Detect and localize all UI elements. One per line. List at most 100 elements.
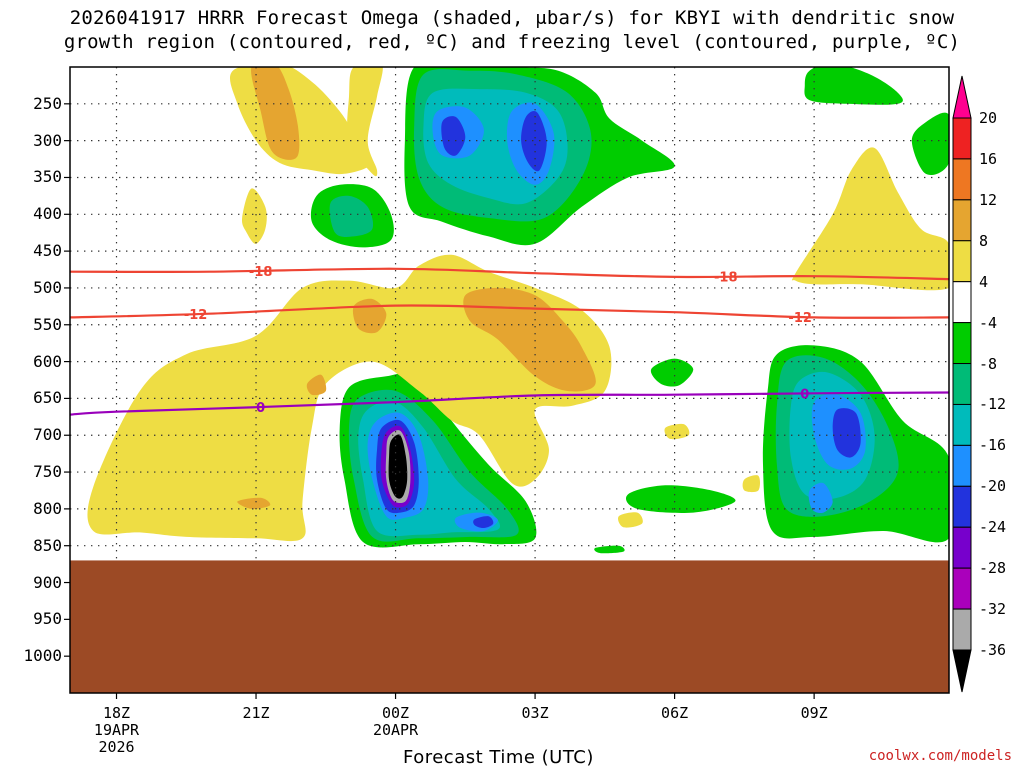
contour-label-dgz-bottom-0: -12	[184, 308, 208, 323]
y-tick-label-350: 350	[33, 167, 62, 187]
y-tick-label-600: 600	[33, 351, 62, 371]
colorbar-swatch-12	[952, 567, 972, 610]
omega-region-ascent-lower-secondary	[454, 512, 498, 532]
contour-label-dgz-bottom-1: -12	[788, 311, 812, 326]
x-tick-label-21Z: 21Z	[242, 704, 270, 722]
y-tick-label-700: 700	[33, 425, 62, 445]
ground-terrain	[70, 560, 949, 693]
colorbar-label-0: 20	[979, 109, 998, 127]
omega-region-ascent-right-upper	[804, 67, 949, 176]
colorbar-label-3: 8	[979, 231, 989, 250]
colorbar-label-10: -24	[979, 518, 1007, 537]
colorbar-swatch-7	[952, 363, 972, 405]
omega-contour-descent-mid-3	[237, 497, 271, 509]
y-tick-label-500: 500	[33, 277, 62, 297]
colorbar-label-6: -8	[979, 354, 998, 373]
omega-contour-descent-right-1	[664, 423, 690, 440]
x-tick-label-06Z: 06Z	[661, 704, 689, 722]
omega-contour-ascent-lower-secondary-1	[473, 516, 494, 529]
colorbar-label-1: 16	[979, 149, 998, 168]
omega-region-ascent-small-cells	[594, 358, 736, 554]
y-tick-label-900: 900	[33, 572, 62, 592]
contour-label-dgz-top-1: -18	[714, 271, 738, 286]
omega-region-descent-upper-left	[230, 67, 383, 177]
y-tick-label-850: 850	[33, 535, 62, 555]
y-tick-label-300: 300	[33, 130, 62, 150]
contour-line-freezing-level	[70, 391, 949, 416]
x-tick-label-03Z: 03Z	[521, 704, 549, 722]
omega-contour-ascent-mid-left-1	[329, 195, 374, 237]
omega-region-ascent-mid-left	[310, 184, 394, 248]
omega-region-descent-right	[618, 147, 949, 528]
contour-label-dgz-top-0: -18	[249, 265, 273, 280]
omega-contour-descent-upper-left-2	[347, 67, 383, 177]
omega-contour-ascent-right-upper-0	[804, 67, 903, 105]
omega-contour-ascent-small-cells-2	[594, 545, 625, 554]
colorbar-label-8: -16	[979, 436, 1007, 455]
colorbar-label-4: 4	[979, 272, 989, 291]
omega-contour-descent-mid-1	[463, 287, 596, 392]
y-tick-label-550: 550	[33, 314, 62, 334]
x-date-label-00Z: 20APR	[372, 721, 419, 739]
omega-contour-ascent-right-lower-4	[832, 408, 861, 458]
omega-region-ascent-lower-main	[339, 372, 537, 548]
colorbar-swatch-8	[952, 403, 972, 446]
contour-label-freezing-level-0: 0	[256, 401, 265, 416]
chart-title-line-1: 2026041917 HRRR Forecast Omega (shaded, …	[69, 7, 955, 29]
colorbar-label-2: 12	[979, 190, 998, 209]
colorbar-swatch-5	[952, 281, 972, 324]
colorbar-label-9: -20	[979, 477, 1007, 496]
colorbar-swatch-11	[952, 526, 972, 569]
colorbar-swatch-1	[952, 117, 972, 160]
colorbar-label-12: -32	[979, 600, 1007, 619]
site-credit-link[interactable]: coolwx.com/models	[868, 748, 1012, 764]
x-tick-label-18Z: 18Z	[102, 704, 131, 722]
omega-contour-ascent-right-lower-5	[808, 482, 833, 514]
x-tick-label-09Z: 09Z	[800, 704, 828, 722]
omega-contour-ascent-upper-main-5	[441, 116, 466, 156]
colorbar-top-arrow	[952, 75, 972, 119]
x-year-label-18Z: 2026	[98, 738, 135, 756]
plot-frame	[69, 66, 950, 694]
colorbar-swatch-13	[952, 608, 972, 651]
contour-line-dgz-bottom	[70, 304, 949, 319]
omega-contour-descent-right-0	[791, 147, 949, 291]
colorbar-swatch-9	[952, 444, 972, 487]
contour-dgz-bottom: -12 -12	[70, 304, 949, 326]
colorbar-label-13: -36	[979, 641, 1007, 659]
y-tick-label-250: 250	[33, 93, 62, 113]
y-tick-label-950: 950	[33, 609, 62, 629]
x-tick-label-00Z: 00Z	[382, 704, 410, 722]
colorbar-swatch-6	[952, 322, 972, 365]
colorbar-label-11: -28	[979, 559, 1007, 578]
omega-contour-descent-right-2	[618, 512, 643, 528]
contour-label-freezing-level-1: 0	[800, 387, 809, 402]
omega-contour-descent-small-left-0	[241, 188, 267, 244]
y-tick-label-750: 750	[33, 462, 62, 482]
omega-contour-descent-mid-4	[306, 374, 327, 396]
omega-contour-ascent-upper-main-6	[521, 110, 547, 172]
omega-contour-ascent-small-cells-1	[625, 485, 736, 513]
y-tick-label-650: 650	[33, 388, 62, 408]
omega-contour-descent-right-3	[742, 475, 761, 493]
contour-line-dgz-top	[70, 267, 949, 281]
omega-region-ascent-right-lower	[762, 345, 949, 543]
omega-contour-ascent-small-cells-0	[650, 358, 694, 387]
omega-contour-ascent-lower-main-7	[388, 434, 408, 499]
y-tick-label-1000: 1000	[23, 646, 62, 666]
y-tick-label-400: 400	[33, 204, 62, 224]
colorbar-swatch-4	[952, 240, 972, 283]
colorbar-swatch-2	[952, 158, 972, 201]
chart-title-line-2: growth region (contoured, red, ºC) and f…	[63, 31, 961, 53]
colorbar-label-7: -12	[979, 395, 1007, 414]
x-date-label-18Z: 19APR	[93, 721, 140, 739]
y-tick-label-450: 450	[33, 241, 62, 261]
omega-region-descent-small-left	[241, 188, 267, 244]
colorbar-swatch-10	[952, 485, 972, 528]
colorbar-label-5: -4	[979, 313, 998, 332]
contour-dgz-top: -18 -18	[70, 265, 949, 286]
colorbar-swatch-3	[952, 199, 972, 242]
x-axis-title: Forecast Time (UTC)	[403, 747, 594, 768]
omega-region-ascent-upper-main	[404, 67, 675, 246]
